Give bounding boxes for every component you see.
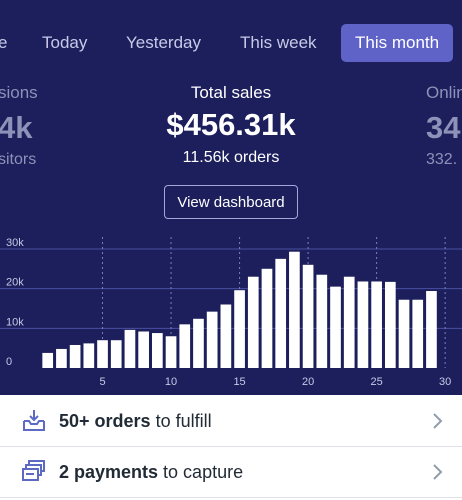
view-dashboard-button[interactable]: View dashboard [164,185,298,219]
tab-this-week[interactable]: This week [240,33,317,52]
chart-bar [275,258,287,368]
chart-bar [398,299,410,368]
x-tick-label: 10 [165,376,177,388]
y-tick-label: 30k [6,237,24,249]
total-sales-block: Total sales $456.31k 11.56k orders [0,83,462,167]
x-tick-label: 15 [233,376,245,388]
online-sub: 332. [426,151,458,168]
orders-to-fulfill-suffix: to fulfill [150,411,212,431]
chart-bar [42,352,54,368]
chart-bar [138,331,149,368]
chevron-right-icon [433,413,443,429]
chart-bar [234,290,245,368]
cards-stack-icon [22,460,45,481]
payments-to-capture-row[interactable]: 2 payments to capture [0,447,462,498]
chart-bars [42,251,437,368]
x-tick-label: 30 [439,376,451,388]
tab-yesterday[interactable]: Yesterday [126,33,201,52]
tab-today[interactable]: Today [42,33,88,52]
chart-labels: 30k 20k 10k 0 5 10 15 20 25 30 [6,237,451,388]
chart-bar [302,264,314,368]
sales-bar-chart: 30k 20k 10k 0 5 10 15 20 25 30 [0,237,462,388]
y-tick-label: 20k [6,277,24,289]
sessions-sub: sitors [0,151,37,168]
total-sales-label: Total sales [190,83,272,102]
chart-bar [384,281,396,368]
chart-bar [69,344,81,368]
sessions-label: sions [0,83,38,102]
x-tick-label: 25 [370,376,382,388]
chart-bar [316,274,328,368]
chart-bar [110,340,122,368]
tab-partial[interactable]: e [0,33,8,52]
chart-bar [193,318,204,368]
date-range-tabs: e Today Yesterday This week This month [0,24,462,62]
x-tick-label: 20 [302,376,314,388]
orders-to-fulfill-row[interactable]: 50+ orders to fulfill [0,396,462,447]
orders-count: 11.56k orders [182,149,280,166]
x-tick-label: 5 [99,376,105,388]
inbox-download-icon [23,410,45,431]
chart-bar [426,291,437,368]
chart-bar [412,299,424,368]
chart-bar [330,286,341,368]
chart-bar [357,281,369,368]
chart-bar [289,251,300,368]
chart-bar [97,340,108,368]
sessions-value: 4k [0,110,33,145]
chart-bar [124,329,136,368]
y-tick-label: 0 [6,356,12,368]
chart-bar [179,324,191,368]
chart-bar [371,281,382,368]
chart-bar [247,276,259,368]
total-sales-value: $456.31k [166,107,296,142]
chart-bar [83,343,95,368]
chart-bar [261,268,273,368]
orders-to-fulfill-count: 50+ orders [59,411,151,431]
chart-bar [220,304,232,368]
chart-bar [56,348,67,368]
chart-bar [165,336,177,368]
payments-to-capture-count: 2 payments [59,462,159,482]
chart-bar [151,333,163,368]
payments-to-capture-suffix: to capture [158,462,244,482]
y-tick-label: 10k [6,316,24,328]
chart-bar [343,276,355,368]
sales-overview-panel: e Today Yesterday This week This month s… [0,0,462,395]
orders-to-fulfill-text: 50+ orders to fulfill [59,396,212,446]
online-value: 34 [426,110,461,145]
chevron-right-icon [433,464,443,480]
online-label: Onlin [426,83,462,102]
chart-bar [206,311,218,368]
tab-this-month[interactable]: This month [341,24,454,62]
payments-to-capture-text: 2 payments to capture [59,447,243,497]
